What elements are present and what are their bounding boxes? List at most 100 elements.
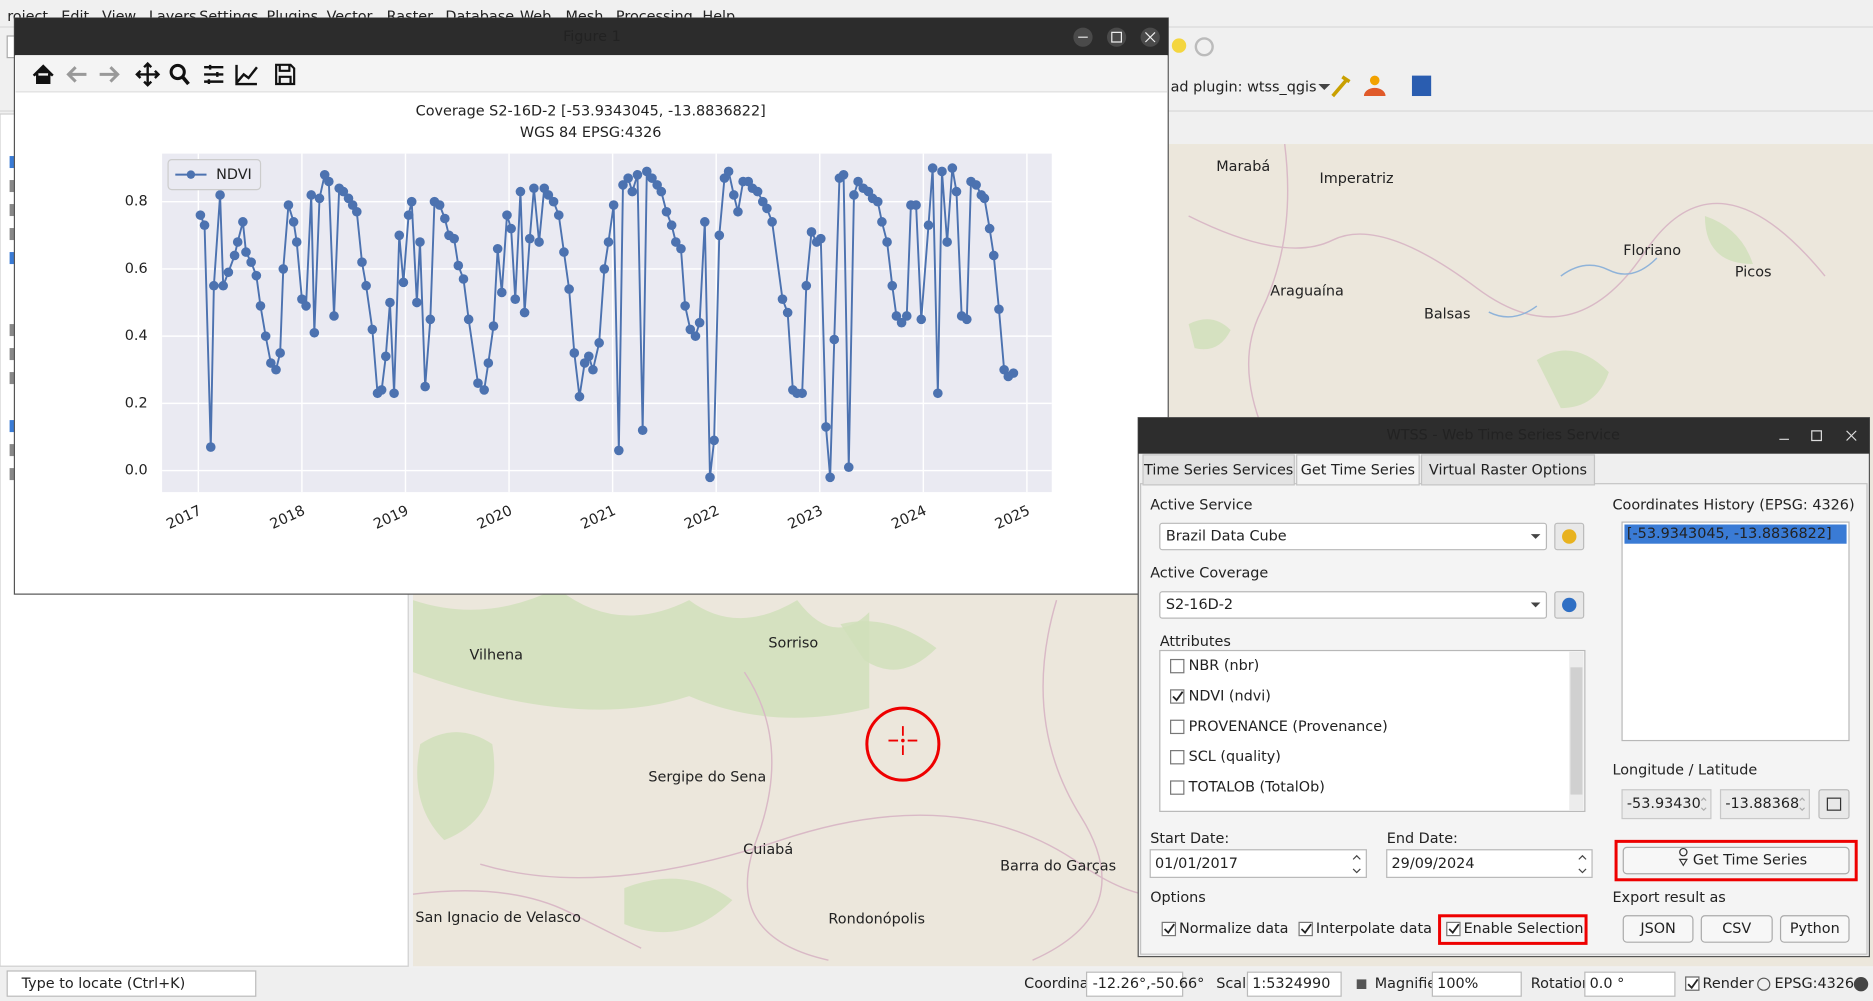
export-button[interactable] <box>1779 915 1850 943</box>
data-point <box>838 170 849 180</box>
data-point <box>479 385 489 395</box>
data-point <box>608 200 619 210</box>
data-point <box>685 324 696 335</box>
data-point <box>806 227 817 237</box>
data-point <box>853 176 863 187</box>
data-point <box>583 351 594 362</box>
configure-icon <box>204 64 224 85</box>
dropdown-arrow <box>1530 602 1541 608</box>
data-point <box>394 230 405 241</box>
data-point <box>488 321 499 331</box>
attribute-checkbox[interactable] <box>1170 780 1185 795</box>
capture-button[interactable] <box>1818 789 1850 820</box>
map-vegetation <box>624 878 733 933</box>
axes-icon <box>235 64 258 86</box>
button-label: Python <box>1790 921 1840 937</box>
toolbar-icon <box>1369 75 1380 86</box>
attribute-label: TOTALOB (TotalOb) <box>1188 780 1325 796</box>
data-point <box>559 247 569 257</box>
zoom-icon <box>169 63 186 81</box>
locate-box[interactable] <box>6 970 257 997</box>
tab[interactable] <box>1142 454 1295 486</box>
export-button[interactable] <box>1700 915 1773 943</box>
attribute-checkbox[interactable] <box>1170 658 1185 674</box>
coverage-combo[interactable] <box>1159 591 1548 619</box>
data-point <box>614 445 624 456</box>
window-buttons <box>1779 430 1857 442</box>
tab[interactable] <box>1420 454 1596 486</box>
attribute-checkbox[interactable] <box>1170 719 1185 735</box>
map-label: Rondonópolis <box>828 911 925 927</box>
date-box[interactable] <box>1149 849 1367 878</box>
data-point <box>752 186 763 197</box>
coordinate-box[interactable] <box>1085 971 1184 997</box>
legend-box <box>167 159 262 191</box>
check-mark <box>1163 923 1175 934</box>
data-point <box>656 186 667 197</box>
data-point <box>911 200 921 210</box>
scrollbar-thumb[interactable] <box>1570 667 1583 795</box>
data-point <box>351 206 362 217</box>
data-point <box>942 237 952 247</box>
history-item[interactable] <box>1624 524 1847 544</box>
data-point <box>927 163 938 173</box>
magnifier-label: Magnifier <box>1375 976 1442 992</box>
tab[interactable] <box>1296 454 1420 486</box>
data-point <box>887 280 898 291</box>
messages-icon <box>1853 976 1869 992</box>
coordinate-text: -53.93430 <box>1627 796 1701 812</box>
data-point <box>709 435 719 446</box>
scale-value: 1:5324990 <box>1252 976 1330 992</box>
date-value: 29/09/2024 <box>1392 856 1475 872</box>
data-point <box>994 304 1004 315</box>
spin-arrows <box>1352 854 1361 874</box>
panel-icon <box>9 324 16 337</box>
data-point <box>223 267 234 278</box>
data-point <box>275 348 285 358</box>
service-combo[interactable] <box>1159 522 1548 551</box>
rotation-box[interactable] <box>1584 971 1676 997</box>
data-point <box>637 425 648 436</box>
tab-label: Time Series Services <box>1143 462 1293 478</box>
data-point <box>680 301 690 311</box>
attribute-checkbox[interactable] <box>1170 750 1185 765</box>
button-label: Get Time Series <box>1693 853 1807 869</box>
button-label: CSV <box>1722 921 1751 937</box>
chart-subtitle: WGS 84 EPSG:4326 <box>520 125 662 141</box>
attribute-label: SCL (quality) <box>1189 749 1281 765</box>
window-button[interactable] <box>1106 27 1127 47</box>
data-point <box>623 173 633 183</box>
data-point <box>694 317 705 328</box>
map-vegetation <box>413 588 870 718</box>
date-box[interactable] <box>1386 849 1593 878</box>
coordinate-field <box>1621 789 1712 820</box>
magnifier-box[interactable] <box>1431 971 1522 997</box>
data-point <box>398 277 409 288</box>
data-point <box>564 284 574 294</box>
map-road <box>412 890 642 949</box>
data-point <box>661 206 672 217</box>
locate-placeholder: Type to locate (Ctrl+K) <box>21 976 186 992</box>
export-button[interactable] <box>1622 915 1694 943</box>
toolbar-divider <box>15 91 1168 93</box>
figure-titlebar <box>14 18 1169 56</box>
data-point <box>403 210 414 220</box>
y-tick-label: 0.4 <box>125 328 148 344</box>
chart: Coverage S2-16D-2 [-53.9343045, -13.8836… <box>125 104 1052 533</box>
data-point <box>361 280 371 291</box>
history-list <box>1621 521 1850 742</box>
data-point <box>449 233 459 244</box>
render-checkbox[interactable] <box>1685 976 1700 991</box>
data-point <box>641 166 652 177</box>
scale-box[interactable] <box>1246 971 1342 997</box>
data-point <box>251 270 262 281</box>
data-point <box>676 243 686 254</box>
check-mark <box>1300 923 1312 934</box>
date-value: 01/01/2017 <box>1155 856 1238 872</box>
service-combo-text: Brazil Data Cube <box>1166 529 1287 545</box>
data-point <box>385 297 395 308</box>
coordinate-value: -12.26°,-50.66° <box>1093 976 1205 992</box>
data-point <box>506 223 516 234</box>
data-point <box>632 170 643 180</box>
